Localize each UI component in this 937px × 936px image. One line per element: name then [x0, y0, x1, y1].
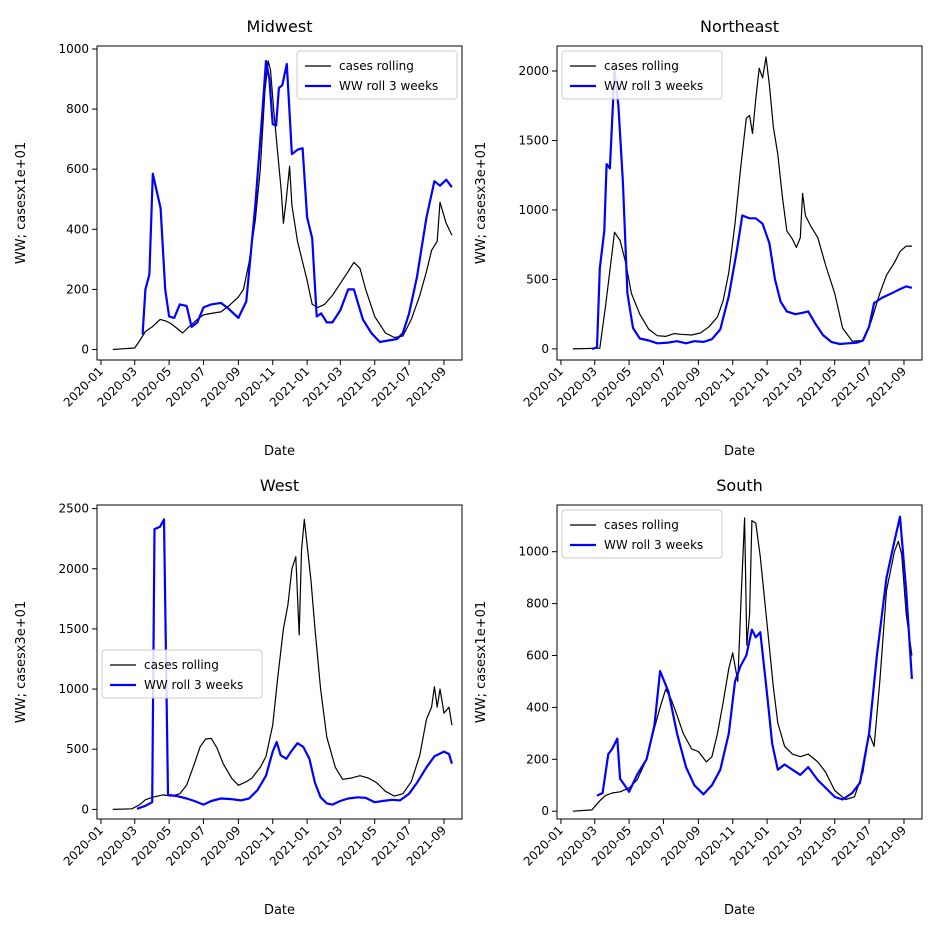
- y-tick-label: 600: [66, 162, 89, 176]
- y-tick-label: 0: [81, 802, 89, 816]
- legend-box: [561, 509, 723, 559]
- y-axis-label: WW; casesx1e+01: [474, 601, 489, 723]
- y-tick-label: 1000: [518, 203, 549, 217]
- plot-frame: [96, 504, 463, 820]
- x-axis-label: Date: [724, 903, 755, 918]
- legend-label-ww-roll-3-weeks: WW roll 3 weeks: [144, 678, 243, 692]
- series-line-ww-roll-3-weeks: [141, 59, 453, 344]
- y-axis-label: WW; casesx1e+01: [14, 142, 29, 264]
- y-tick-label: 1500: [518, 133, 549, 147]
- series-line-ww-roll-3-weeks: [591, 69, 913, 350]
- series-line-cases-rolling: [112, 60, 453, 351]
- legend: cases rolling WW roll 3 weeks: [561, 50, 723, 100]
- legend-label-cases-rolling: cases rolling: [604, 59, 679, 73]
- y-tick-label: 800: [526, 597, 549, 611]
- y-tick-label: 1000: [518, 545, 549, 559]
- y-tick-label: 200: [526, 752, 549, 766]
- y-tick-label: 1000: [58, 42, 89, 56]
- x-axis-label: Date: [724, 444, 755, 459]
- legend-box: [561, 50, 723, 100]
- plot-frame: [556, 504, 923, 820]
- panel-south: South020040060080010002020-012020-032020…: [474, 476, 923, 918]
- y-tick-label: 400: [66, 222, 89, 236]
- y-tick-label: 1500: [58, 622, 89, 636]
- legend-label-cases-rolling: cases rolling: [144, 658, 219, 672]
- plot-frame: [556, 45, 923, 361]
- legend-label-cases-rolling: cases rolling: [604, 518, 679, 532]
- y-tick-label: 0: [541, 804, 549, 818]
- y-tick-label: 500: [66, 742, 89, 756]
- legend: cases rolling WW roll 3 weeks: [561, 509, 723, 559]
- series-line-cases-rolling: [112, 518, 453, 810]
- chart-title: South: [716, 476, 763, 495]
- y-axis-label: WW; casesx3e+01: [14, 601, 29, 723]
- y-tick-label: 2000: [58, 562, 89, 576]
- y-axis-label: WW; casesx3e+01: [474, 142, 489, 264]
- y-tick-label: 0: [81, 342, 89, 356]
- y-tick-label: 800: [66, 102, 89, 116]
- y-tick-label: 0: [541, 342, 549, 356]
- plot-frame: [96, 45, 463, 361]
- legend-label-ww-roll-3-weeks: WW roll 3 weeks: [604, 538, 703, 552]
- legend-label-ww-roll-3-weeks: WW roll 3 weeks: [604, 79, 703, 93]
- series-line-ww-roll-3-weeks: [596, 515, 913, 801]
- panel-northeast: Northeast05001000150020002020-012020-032…: [474, 17, 923, 459]
- legend: cases rolling WW roll 3 weeks: [296, 50, 458, 100]
- y-tick-label: 2500: [58, 502, 89, 516]
- y-tick-label: 1000: [58, 682, 89, 696]
- chart-title: Northeast: [700, 17, 779, 36]
- chart-title: Midwest: [247, 17, 313, 36]
- series-line-ww-roll-3-weeks: [136, 518, 453, 810]
- panel-midwest: Midwest020040060080010002020-012020-0320…: [14, 17, 463, 459]
- y-tick-label: 600: [526, 649, 549, 663]
- legend-box: [296, 50, 458, 100]
- x-axis-label: Date: [264, 903, 295, 918]
- chart-title: West: [260, 476, 299, 495]
- y-tick-label: 400: [526, 700, 549, 714]
- series-line-cases-rolling: [572, 56, 912, 350]
- legend-box: [101, 649, 263, 699]
- y-tick-label: 200: [66, 282, 89, 296]
- panel-west: West050010001500200025002020-012020-0320…: [14, 476, 463, 918]
- legend-label-ww-roll-3-weeks: WW roll 3 weeks: [339, 79, 438, 93]
- x-axis-label: Date: [264, 444, 295, 459]
- y-tick-label: 2000: [518, 64, 549, 78]
- y-tick-label: 500: [526, 272, 549, 286]
- legend-label-cases-rolling: cases rolling: [339, 59, 414, 73]
- legend: cases rolling WW roll 3 weeks: [101, 649, 263, 699]
